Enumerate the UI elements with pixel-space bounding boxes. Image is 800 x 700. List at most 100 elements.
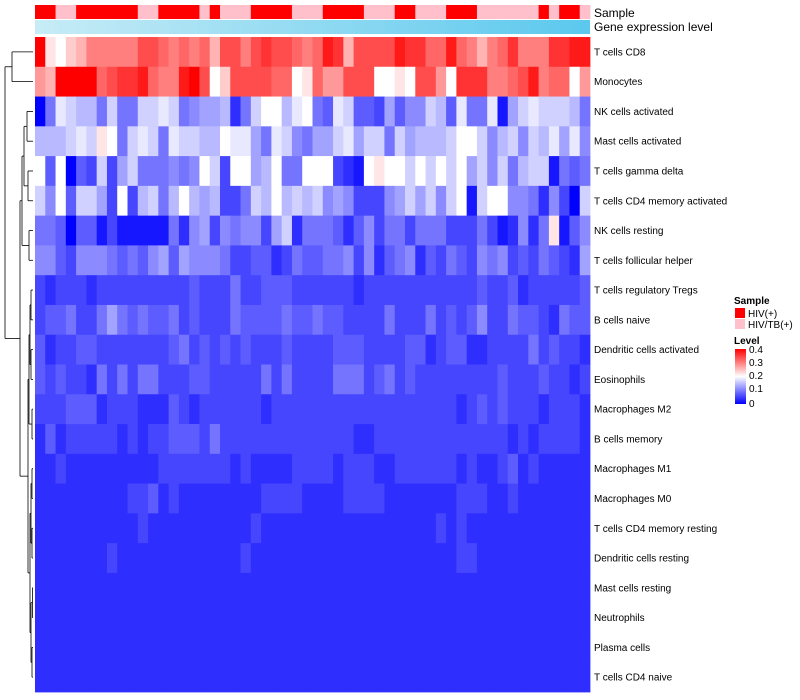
heatmap-cell — [466, 453, 478, 484]
heatmap-cell — [302, 215, 313, 246]
heatmap-cell — [538, 394, 550, 425]
heatmap-cell — [456, 334, 468, 365]
heatmap-cell — [507, 334, 519, 365]
heatmap-cell — [148, 66, 159, 97]
heatmap-cell — [76, 126, 87, 157]
heatmap-cell — [240, 483, 252, 514]
heatmap-cell — [106, 37, 118, 68]
heatmap-cell — [312, 364, 324, 395]
heatmap-cell — [158, 245, 170, 276]
sample-annotation-cell — [446, 5, 457, 19]
heatmap-cell — [322, 37, 334, 68]
heatmap-cell — [55, 602, 67, 633]
heatmap-cell — [312, 66, 324, 97]
heatmap-cell — [127, 483, 139, 514]
heatmap-cell — [209, 96, 221, 127]
heatmap-cell — [86, 632, 98, 663]
heatmap-cell — [178, 66, 190, 97]
heatmap-cell — [148, 543, 159, 574]
heatmap-cell — [476, 632, 488, 663]
heatmap-cell — [322, 632, 334, 663]
heatmap-cell — [127, 96, 139, 127]
heatmap-cell — [199, 96, 211, 127]
heatmap-cell — [466, 394, 478, 425]
heatmap-cell — [384, 662, 396, 693]
row-label: T cells CD4 memory activated — [594, 196, 727, 207]
heatmap-cell — [384, 96, 396, 127]
heatmap-cell — [507, 543, 519, 574]
heatmap-cell — [405, 215, 416, 246]
heatmap-cell — [363, 215, 375, 246]
heatmap-cell — [579, 513, 591, 544]
heatmap-cell — [569, 602, 581, 633]
sample-annotation-cell — [405, 5, 416, 19]
heatmap-cell — [45, 483, 56, 514]
heatmap-cell — [322, 156, 334, 187]
heatmap-cell — [76, 96, 87, 127]
heatmap-cell — [271, 483, 283, 514]
heatmap-cell — [117, 334, 128, 365]
row-label: T cells CD4 naive — [594, 673, 673, 684]
heatmap-cell — [466, 543, 478, 574]
heatmap-cell — [476, 126, 488, 157]
heatmap-cell — [230, 334, 241, 365]
heatmap-cell — [240, 37, 252, 68]
heatmap-cell — [435, 453, 447, 484]
heatmap-cell — [548, 632, 560, 663]
heatmap-cell — [476, 245, 488, 276]
heatmap-cell — [271, 215, 283, 246]
heatmap-cell — [374, 215, 385, 246]
heatmap-cell — [96, 304, 108, 336]
heatmap-cell — [178, 424, 190, 455]
sample-annotation-cell — [353, 5, 365, 19]
heatmap-cell — [343, 245, 355, 276]
heatmap-cell — [240, 275, 252, 306]
heatmap-cell — [528, 572, 540, 604]
heatmap-cell — [353, 572, 365, 604]
heatmap-cell — [137, 543, 149, 574]
heatmap-cell — [209, 513, 221, 544]
heatmap-cell — [189, 304, 200, 336]
heatmap-cell — [569, 334, 581, 365]
heatmap-cell — [148, 334, 159, 365]
heatmap-cell — [76, 483, 87, 514]
heatmap-cell — [559, 96, 570, 127]
heatmap-cell — [466, 66, 478, 97]
heatmap-cell — [538, 304, 550, 336]
heatmap-cell — [466, 364, 478, 395]
heatmap-cell — [425, 304, 437, 336]
heatmap-cell — [261, 662, 272, 693]
heatmap-cell — [343, 543, 355, 574]
heatmap-cell — [415, 185, 426, 217]
heatmap-cell — [476, 572, 488, 604]
heatmap-cell — [394, 245, 406, 276]
heatmap-cell — [178, 543, 190, 574]
heatmap-cell — [384, 156, 396, 187]
heatmap-cell — [281, 275, 293, 306]
heatmap-cell — [35, 275, 46, 306]
heatmap-cell — [55, 453, 67, 484]
heatmap-cell — [518, 424, 529, 455]
heatmap-cell — [394, 632, 406, 663]
heatmap-cell — [353, 632, 365, 663]
heatmap-cell — [405, 126, 416, 157]
heatmap-cell — [538, 543, 550, 574]
heatmap-cell — [117, 304, 128, 336]
heatmap-cell — [137, 215, 149, 246]
heatmap-cell — [374, 245, 385, 276]
heatmap-cell — [363, 394, 375, 425]
heatmap-cell — [199, 66, 211, 97]
heatmap-cell — [137, 126, 149, 157]
heatmap-cell — [137, 364, 149, 395]
heatmap-cell — [261, 513, 272, 544]
heatmap-cell — [55, 126, 67, 157]
heatmap-cell — [579, 96, 591, 127]
heatmap-cell — [220, 215, 231, 246]
heatmap-cell — [312, 394, 324, 425]
heatmap-cell — [220, 126, 231, 157]
heatmap-cell — [343, 483, 355, 514]
heatmap-cell — [559, 185, 570, 217]
heatmap-cell — [106, 334, 118, 365]
heatmap-cell — [45, 364, 56, 395]
heatmap-cell — [353, 215, 365, 246]
